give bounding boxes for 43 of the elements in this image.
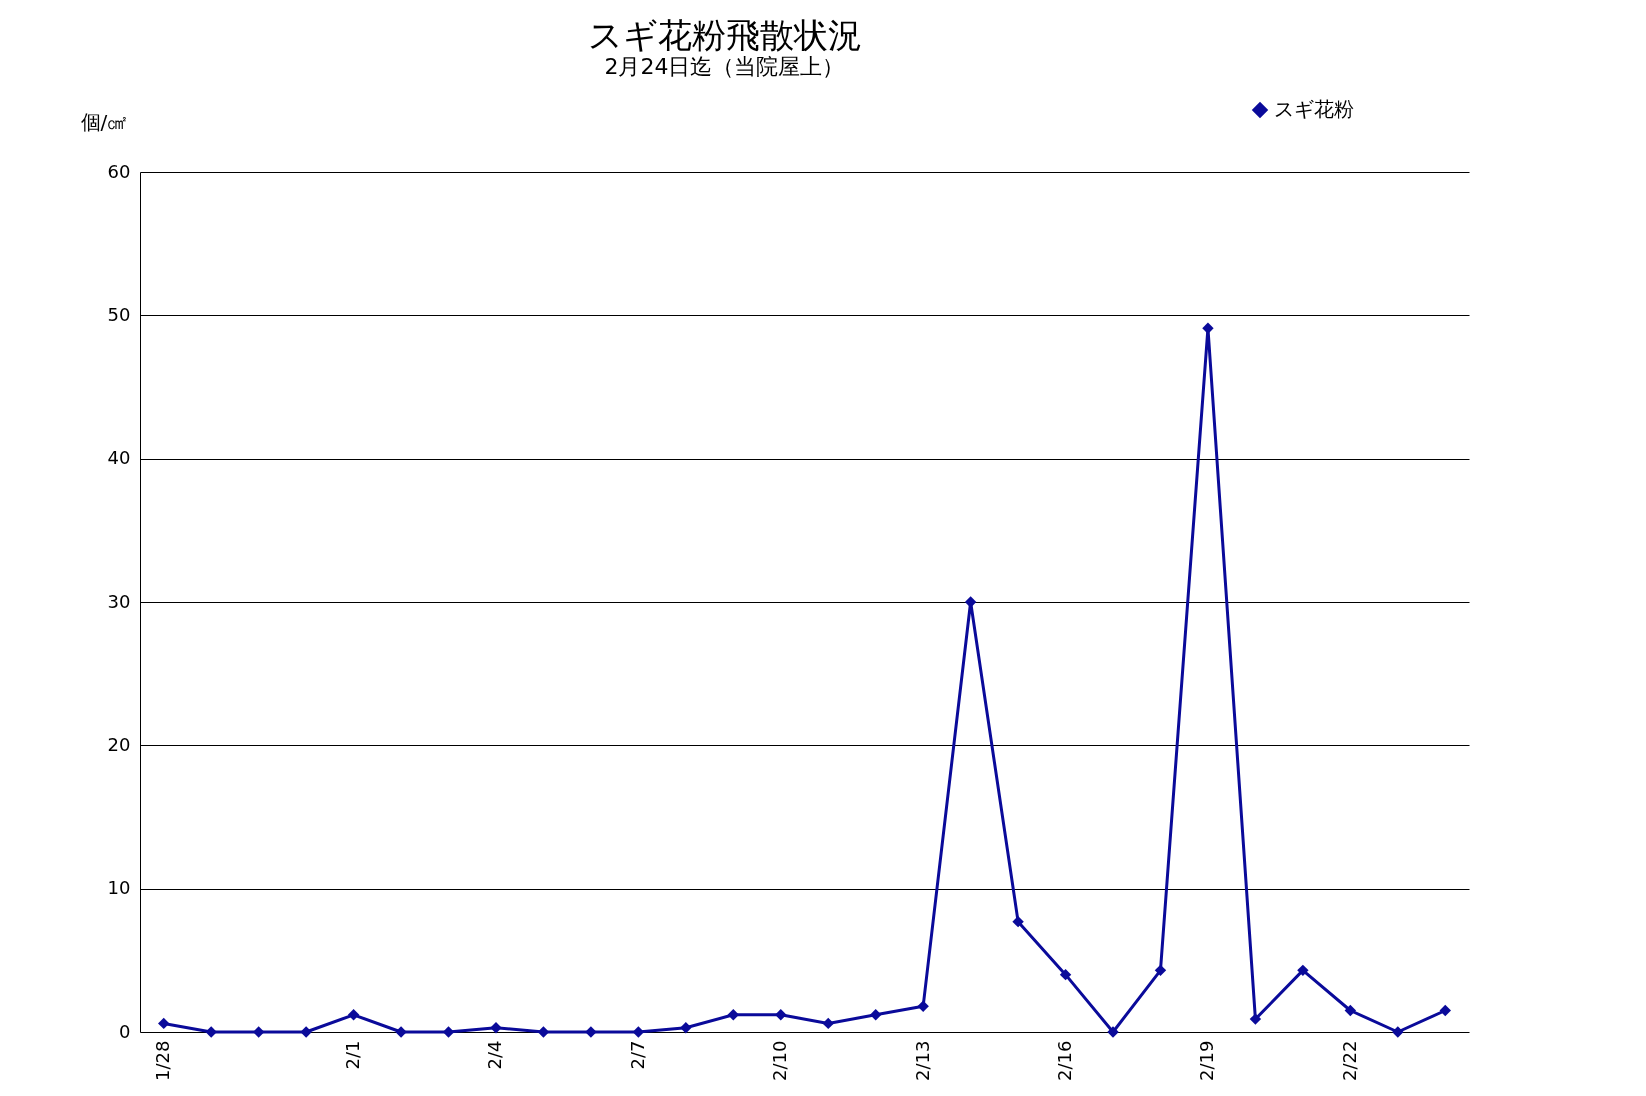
point	[205, 1026, 217, 1038]
x-tick-label: 2/16	[1054, 1040, 1076, 1081]
point	[158, 1017, 170, 1030]
point	[680, 1022, 692, 1034]
chart-subtitle: 2月24日迄（当院屋上）	[604, 54, 845, 79]
x-tick-label: 2/22	[1338, 1040, 1360, 1081]
y-axis-title: 個/㎠	[80, 109, 128, 134]
x-tick-label: 2/19	[1196, 1040, 1218, 1081]
chart-title: スギ花粉飛散状況	[587, 15, 862, 55]
legend-label: スギ花粉	[1274, 97, 1354, 121]
point	[822, 1017, 834, 1030]
y-tick-label: 0	[119, 1020, 131, 1042]
point	[490, 1022, 502, 1034]
point	[1202, 322, 1214, 334]
point	[917, 1000, 929, 1012]
point	[347, 1009, 360, 1021]
point	[1439, 1004, 1451, 1017]
y-tick-label: 50	[107, 303, 131, 325]
x-tick-label: 2/13	[911, 1040, 933, 1081]
point	[870, 1009, 882, 1021]
point	[727, 1009, 739, 1021]
y-tick-label: 30	[107, 590, 131, 612]
x-tick-label: 2/4	[484, 1040, 506, 1070]
point	[1297, 964, 1309, 977]
point	[1154, 964, 1167, 977]
y-tick-label: 10	[107, 877, 131, 899]
point	[1059, 968, 1072, 981]
x-tick-label: 2/1	[342, 1040, 364, 1070]
point	[585, 1026, 597, 1038]
x-tick-label: 1/28	[152, 1040, 174, 1081]
x-tick-label: 2/7	[626, 1040, 648, 1070]
point	[1249, 1013, 1262, 1025]
point	[300, 1026, 312, 1038]
point	[1107, 1026, 1119, 1038]
point	[775, 1009, 787, 1021]
y-tick-label: 60	[107, 160, 131, 182]
y-tick-label: 20	[107, 733, 131, 755]
point	[395, 1026, 407, 1038]
point	[1012, 915, 1024, 928]
y-tick-label: 40	[107, 447, 131, 469]
point	[1392, 1026, 1404, 1038]
point	[1344, 1004, 1357, 1017]
x-tick-label: 2/10	[769, 1040, 791, 1081]
